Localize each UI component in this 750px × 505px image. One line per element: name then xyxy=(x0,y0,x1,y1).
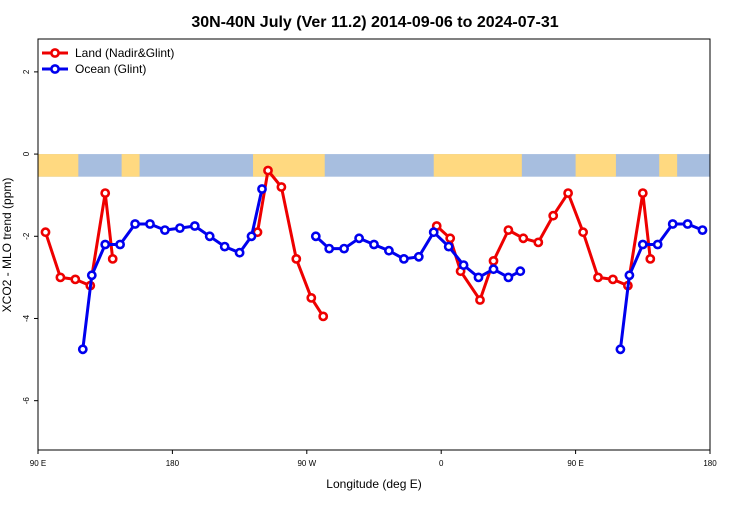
land-span-0 xyxy=(38,154,79,177)
series-1-point-0-6 xyxy=(159,225,170,235)
y-tick-label-0: 2 xyxy=(22,69,31,74)
series-0-point-2-8 xyxy=(548,210,559,221)
x-tick-label-3: 0 xyxy=(439,459,444,468)
series-0-point-0-1 xyxy=(55,272,66,283)
y-tick-label-1: 0 xyxy=(22,151,31,156)
series-1-point-2-2 xyxy=(637,239,648,250)
x-axis-label: Longitude (deg E) xyxy=(326,477,421,491)
series-0-point-2-6 xyxy=(518,233,529,244)
series-0-point-0-2 xyxy=(70,274,81,285)
series-0-point-0-5 xyxy=(107,253,118,264)
legend-label-1: Ocean (Glint) xyxy=(75,62,146,76)
series-0-point-0-4 xyxy=(100,188,111,198)
x-tick-label-2: 90 W xyxy=(297,459,316,468)
series-1-point-1-10 xyxy=(458,260,469,270)
series-1-point-2-5 xyxy=(682,219,693,229)
series-1-point-1-0 xyxy=(310,231,321,242)
series-1-point-1-4 xyxy=(369,239,379,250)
x-tick-label-5: 180 xyxy=(703,459,717,468)
series-1-point-2-1 xyxy=(624,270,635,281)
series-1-point-0-3 xyxy=(115,239,125,250)
legend-marker-0 xyxy=(50,48,60,58)
series-1-point-2-4 xyxy=(667,219,678,229)
series-0-point-2-1 xyxy=(445,233,456,244)
series-1-point-0-8 xyxy=(189,221,200,231)
series-0-line-2 xyxy=(435,191,652,302)
series-0-point-1-2 xyxy=(276,182,287,192)
series-0-point-2-12 xyxy=(608,274,618,285)
land-span-2 xyxy=(253,154,325,177)
series-0-point-1-5 xyxy=(318,311,329,322)
series-1-point-1-2 xyxy=(339,243,349,254)
series-1-point-1-11 xyxy=(473,272,484,283)
chart-title: 30N-40N July (Ver 11.2) 2014-09-06 to 20… xyxy=(191,14,558,31)
axes: 90 E 180 90 W 0 90 E 180 2 0 -2 -4 -6 xyxy=(22,69,717,468)
series-0-point-2-5 xyxy=(503,225,514,235)
series-1-point-1-14 xyxy=(515,266,526,277)
series-0-point-2-11 xyxy=(593,272,603,283)
series-0-point-2-3 xyxy=(475,295,485,305)
y-tick-label-4: -6 xyxy=(22,397,31,405)
series-1-point-0-10 xyxy=(219,241,230,252)
series-0-point-1-4 xyxy=(306,292,317,303)
series-1-point-1-8 xyxy=(428,227,439,238)
series-0-line-0 xyxy=(44,191,115,288)
plot-area xyxy=(40,165,708,355)
series-0-point-1-3 xyxy=(291,253,302,264)
series-0-point-2-9 xyxy=(563,188,573,198)
series-1-point-1-12 xyxy=(488,264,499,275)
series-1-point-1-3 xyxy=(354,233,364,244)
series-1-point-0-1 xyxy=(86,270,97,281)
x-tick-label-0: 90 E xyxy=(30,459,46,468)
y-tick-label-2: -2 xyxy=(22,232,31,240)
series-1-point-2-3 xyxy=(652,239,663,250)
series-0-point-1-1 xyxy=(263,165,273,176)
legend-marker-1 xyxy=(50,64,60,74)
legend: Land (Nadir&Glint) Ocean (Glint) xyxy=(42,46,174,76)
series-1-point-1-6 xyxy=(398,253,409,264)
series-1-point-0-2 xyxy=(100,239,111,250)
land-span-4 xyxy=(575,154,616,177)
series-1-point-0-9 xyxy=(204,231,215,242)
series-1-point-1-1 xyxy=(324,243,335,254)
y-axis-label: XCO2 - MLO trend (ppm) xyxy=(0,178,14,313)
series-1-point-0-13 xyxy=(257,184,267,194)
series-1-point-1-9 xyxy=(443,241,454,252)
series-1-point-0-4 xyxy=(130,219,140,229)
series-1-point-1-7 xyxy=(413,251,424,262)
series-1-point-2-0 xyxy=(615,344,626,355)
series-1-point-0-12 xyxy=(246,231,257,242)
series-0-point-0-0 xyxy=(40,227,51,238)
series-1-point-0-0 xyxy=(77,344,88,355)
series-1-point-0-11 xyxy=(234,247,245,258)
y-tick-label-3: -4 xyxy=(22,314,31,322)
ocean-band xyxy=(38,154,710,177)
series-0-point-2-4 xyxy=(488,255,499,266)
land-span-5 xyxy=(659,154,678,177)
series-1-point-0-5 xyxy=(145,219,155,229)
series-0-point-2-10 xyxy=(578,227,588,238)
series-1-point-1-13 xyxy=(503,272,514,283)
series-1-point-2-6 xyxy=(697,225,708,235)
plot-frame xyxy=(37,38,711,451)
x-tick-label-4: 90 E xyxy=(567,459,583,468)
land-span-3 xyxy=(433,154,522,177)
series-1-point-1-5 xyxy=(383,245,394,256)
series-0-point-2-7 xyxy=(533,237,544,248)
land-ocean-strip xyxy=(38,154,710,177)
legend-label-0: Land (Nadir&Glint) xyxy=(75,46,174,60)
x-tick-label-1: 180 xyxy=(166,459,180,468)
series-1-line-0 xyxy=(81,188,264,350)
series-0-point-2-14 xyxy=(637,188,648,198)
land-span-1 xyxy=(121,154,140,177)
series-1-point-0-7 xyxy=(174,223,185,233)
series-0-point-2-15 xyxy=(645,253,656,264)
